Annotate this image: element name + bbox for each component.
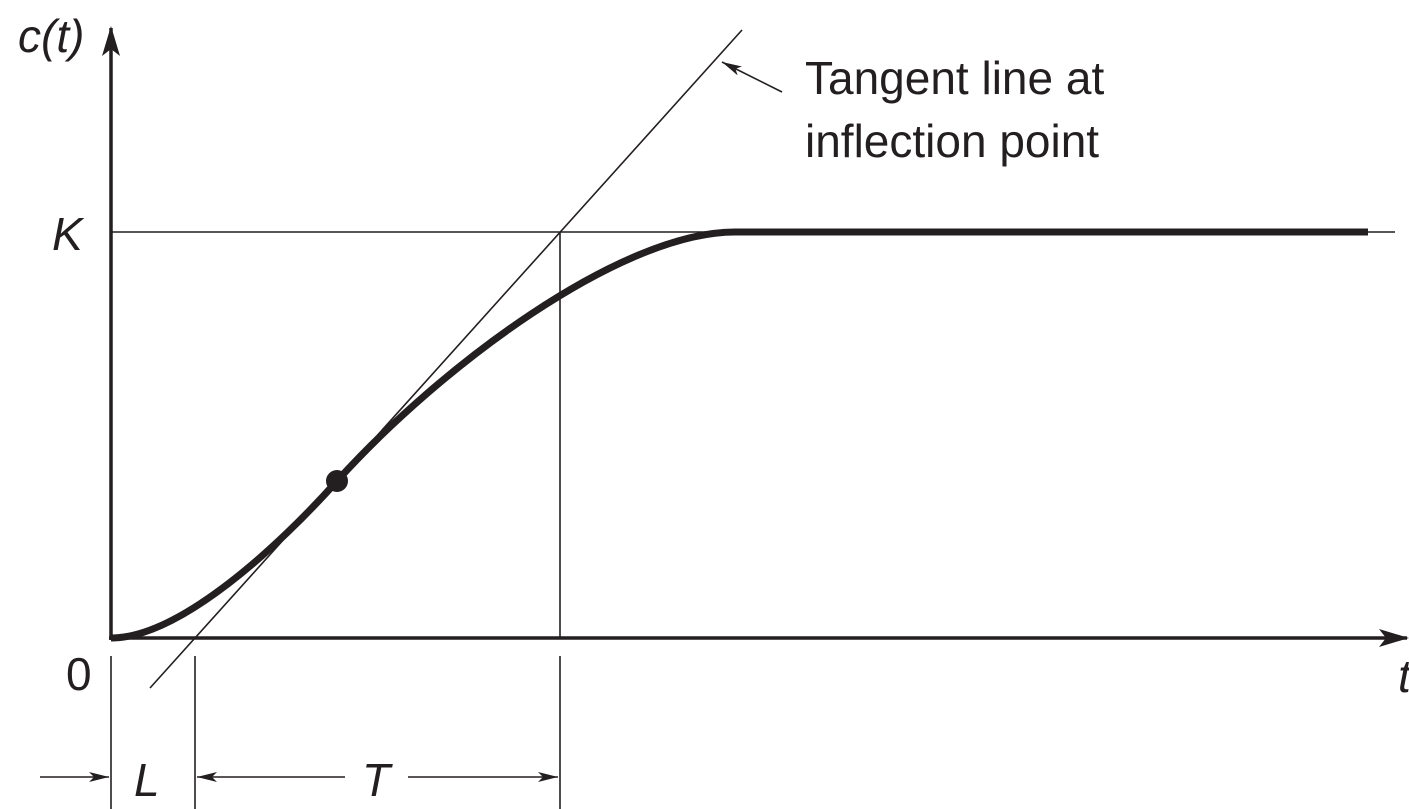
- tangent-line: [149, 29, 743, 689]
- annotation-text: inflection point: [805, 115, 1099, 167]
- y-axis-label: c(t): [18, 10, 84, 62]
- inflection-point: [326, 470, 348, 492]
- response-curve: [110, 228, 1368, 642]
- t-label: T: [362, 754, 393, 806]
- l-label: L: [134, 754, 160, 806]
- x-axis-label: t: [1398, 650, 1409, 702]
- annotation-arrow: [721, 61, 783, 93]
- annotation-text: Tangent line at: [805, 52, 1104, 104]
- origin-label: 0: [66, 648, 92, 700]
- k-label: K: [52, 208, 85, 260]
